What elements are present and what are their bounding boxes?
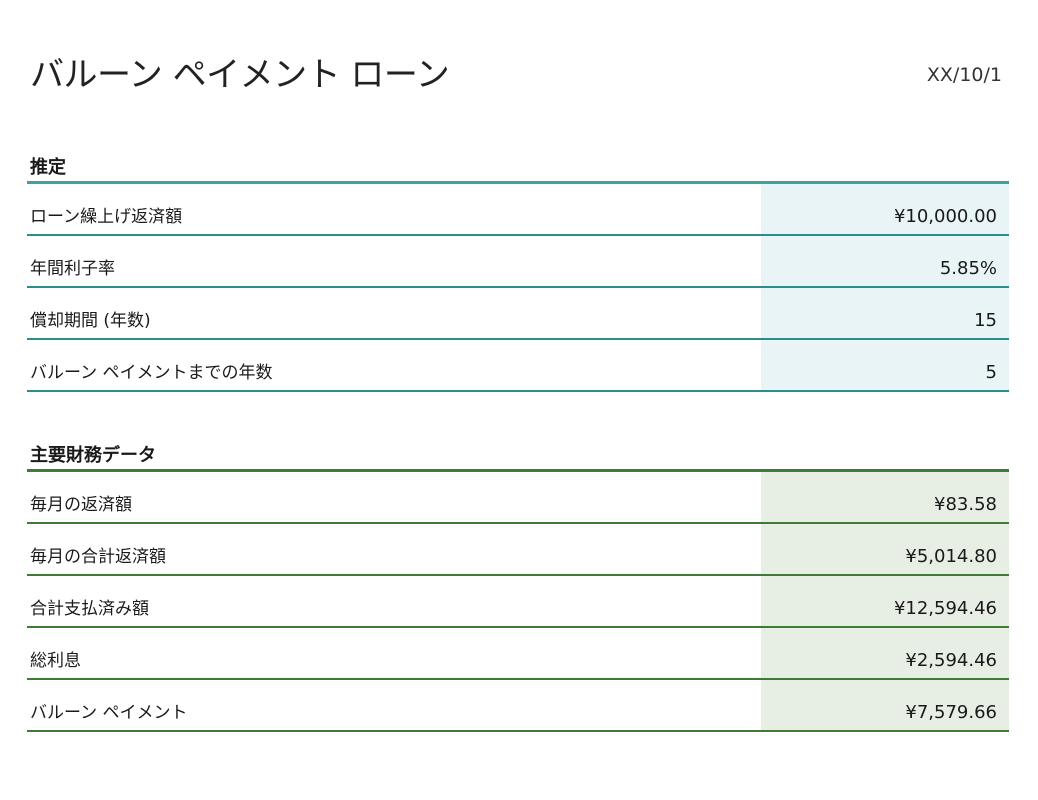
- total-monthly-payments-row: 毎月の合計返済額 ¥5,014.80: [27, 524, 1009, 576]
- total-interest-value: ¥2,594.46: [761, 628, 1009, 678]
- loan-amount-value[interactable]: ¥10,000.00: [761, 184, 1009, 234]
- amortization-period-row: 償却期間 (年数) 15: [27, 288, 1009, 340]
- monthly-payment-label: 毎月の返済額: [30, 495, 132, 515]
- loan-amount-label: ローン繰上げ返済額: [30, 207, 183, 227]
- amortization-period-value[interactable]: 15: [761, 288, 1009, 338]
- total-interest-row: 総利息 ¥2,594.46: [27, 628, 1009, 680]
- years-to-balloon-label: バルーン ペイメントまでの年数: [30, 363, 273, 383]
- annual-interest-rate-row: 年間利子率 5.85%: [27, 236, 1009, 288]
- balloon-payment-row: バルーン ペイメント ¥7,579.66: [27, 680, 1009, 732]
- total-paid-row: 合計支払済み額 ¥12,594.46: [27, 576, 1009, 628]
- total-monthly-payments-label: 毎月の合計返済額: [30, 547, 166, 567]
- total-paid-label: 合計支払済み額: [30, 599, 149, 619]
- annual-interest-rate-label: 年間利子率: [30, 259, 115, 279]
- annual-interest-rate-value[interactable]: 5.85%: [761, 236, 1009, 286]
- balloon-payment-value: ¥7,579.66: [761, 680, 1009, 730]
- monthly-payment-row: 毎月の返済額 ¥83.58: [27, 472, 1009, 524]
- total-paid-value: ¥12,594.46: [761, 576, 1009, 626]
- total-interest-label: 総利息: [30, 651, 81, 671]
- estimate-section: 推定 ローン繰上げ返済額 ¥10,000.00 年間利子率 5.85% 償却期間…: [27, 152, 1009, 392]
- key-financial-data-heading: 主要財務データ: [27, 440, 1009, 472]
- balloon-payment-label: バルーン ペイメント: [30, 703, 188, 723]
- document-date: XX/10/1: [926, 64, 1002, 86]
- key-financial-data-section: 主要財務データ 毎月の返済額 ¥83.58 毎月の合計返済額 ¥5,014.80…: [27, 440, 1009, 732]
- years-to-balloon-value[interactable]: 5: [761, 340, 1009, 390]
- estimate-section-heading: 推定: [27, 152, 1009, 184]
- monthly-payment-value: ¥83.58: [761, 472, 1009, 522]
- amortization-period-label: 償却期間 (年数): [30, 311, 151, 331]
- total-monthly-payments-value: ¥5,014.80: [761, 524, 1009, 574]
- loan-amount-row: ローン繰上げ返済額 ¥10,000.00: [27, 184, 1009, 236]
- page-title: バルーン ペイメント ローン: [30, 55, 450, 95]
- years-to-balloon-row: バルーン ペイメントまでの年数 5: [27, 340, 1009, 392]
